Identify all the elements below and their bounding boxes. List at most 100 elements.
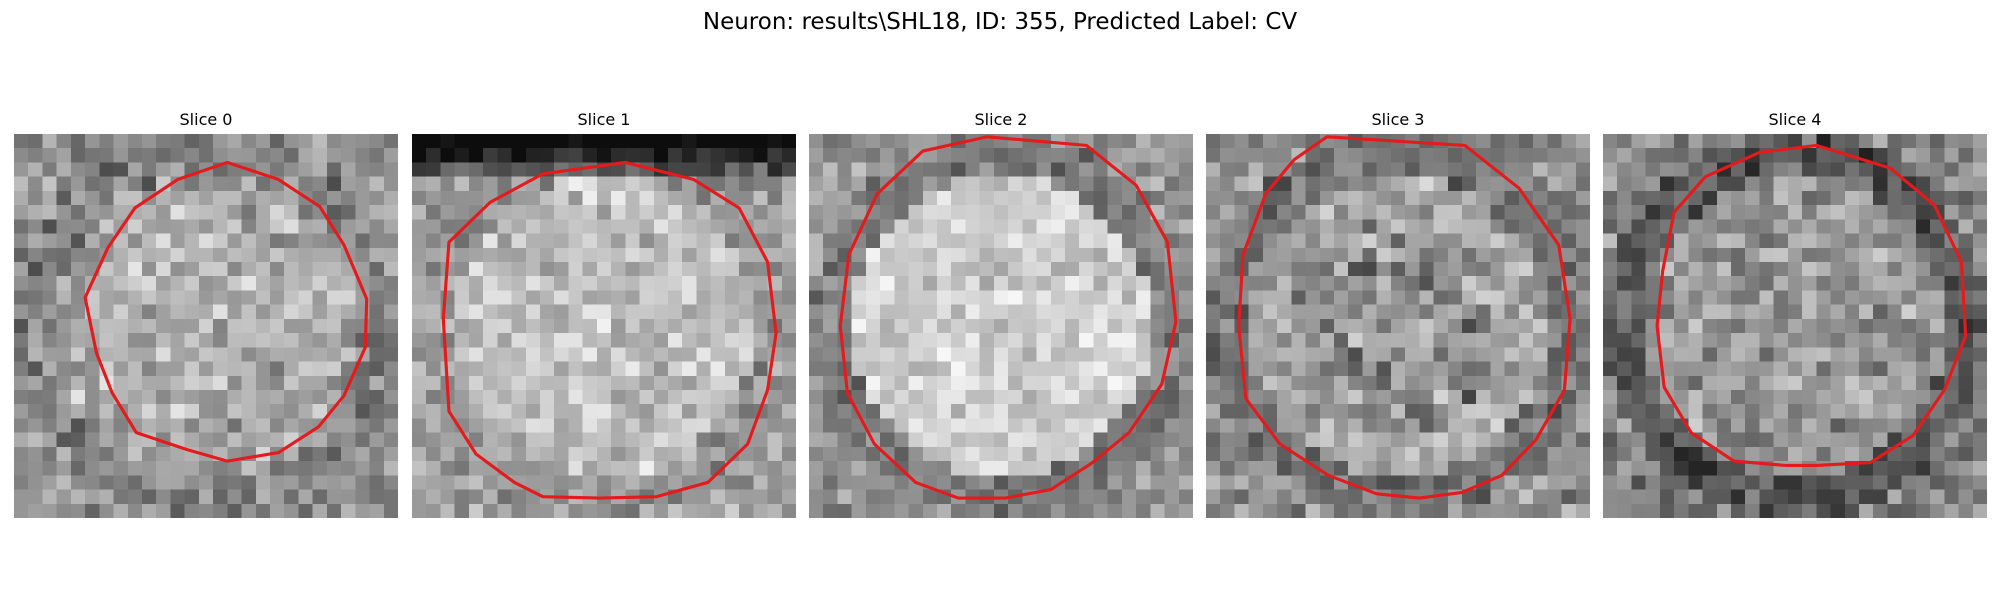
pixel (951, 375, 966, 391)
pixel (611, 333, 626, 348)
pixel (355, 219, 370, 234)
pixel (1376, 347, 1392, 362)
pixel (284, 446, 299, 462)
pixel (1873, 219, 1888, 234)
pixel (1262, 148, 1278, 163)
pixel (284, 190, 299, 206)
pixel (1617, 262, 1632, 277)
pixel (56, 361, 72, 377)
pixel (1915, 304, 1931, 320)
pixel (1504, 390, 1520, 405)
pixel (1688, 233, 1703, 249)
pixel (70, 205, 86, 220)
pixel (170, 262, 185, 277)
pixel (1476, 418, 1491, 433)
pixel (809, 489, 824, 505)
pixel (809, 134, 824, 149)
pixel (1022, 276, 1037, 291)
pixel (1319, 489, 1335, 505)
pixel (298, 503, 313, 518)
pixel (1234, 461, 1249, 476)
pixel (1901, 162, 1917, 177)
pixel (412, 475, 427, 490)
pixel (1873, 418, 1888, 433)
pixel (1745, 176, 1760, 192)
pixel (1716, 347, 1732, 362)
pixel (1787, 446, 1803, 462)
pixel (426, 489, 441, 505)
pixel (1859, 347, 1874, 362)
pixel (1561, 176, 1577, 192)
pixel (1533, 134, 1548, 149)
pixel (1490, 290, 1505, 305)
pixel (56, 461, 72, 476)
pixel (1362, 446, 1377, 462)
pixel (1206, 190, 1221, 206)
pixel (1547, 304, 1562, 320)
pixel (554, 418, 569, 433)
pixel (355, 461, 370, 476)
pixel (198, 432, 214, 448)
pixel (639, 134, 655, 149)
pixel (1319, 375, 1335, 391)
pixel (1802, 262, 1817, 277)
pixel (922, 503, 938, 518)
pixel (483, 404, 498, 419)
pixel (767, 432, 783, 448)
pixel (270, 162, 285, 177)
pixel (611, 375, 626, 391)
pixel (312, 262, 328, 277)
pixel (56, 432, 72, 448)
pixel (1645, 262, 1661, 277)
pixel (1787, 134, 1803, 149)
pixel (1164, 390, 1180, 405)
pixel (1830, 262, 1846, 277)
pixel (85, 162, 100, 177)
pixel (1958, 418, 1974, 433)
pixel (1277, 262, 1292, 277)
pixel (809, 148, 824, 163)
pixel (142, 361, 157, 377)
pixel (326, 162, 342, 177)
pixel (1405, 375, 1420, 391)
pixel (611, 190, 626, 206)
pixel (781, 276, 796, 291)
pixel (1093, 247, 1108, 263)
pixel (1220, 361, 1235, 377)
pixel (1008, 361, 1023, 377)
pixel (1376, 432, 1392, 448)
pixel (1178, 404, 1193, 419)
pixel (639, 503, 655, 518)
pixel (1107, 503, 1123, 518)
pixel (625, 276, 640, 291)
pixel (1262, 446, 1278, 462)
pixel (184, 233, 200, 249)
pixel (753, 361, 768, 377)
pixel (70, 247, 86, 263)
pixel (70, 375, 86, 391)
pixel (227, 461, 242, 476)
pixel (1476, 205, 1491, 220)
pixel (908, 162, 924, 177)
pixel (56, 148, 72, 163)
pixel (255, 219, 271, 234)
pixel (1745, 190, 1760, 206)
pixel (937, 390, 952, 405)
pixel (1121, 162, 1137, 177)
pixel (525, 219, 541, 234)
pixel (1093, 347, 1108, 362)
pixel (1262, 333, 1278, 348)
pixel (1022, 347, 1037, 362)
pixel (1645, 233, 1661, 249)
pixel (1220, 134, 1235, 149)
pixel (1022, 475, 1037, 490)
pixel (1334, 304, 1349, 320)
pixel (682, 503, 697, 518)
pixel (1150, 148, 1165, 163)
pixel (1178, 432, 1193, 448)
pixel (142, 503, 157, 518)
pixel (639, 205, 655, 220)
pixel (1787, 461, 1803, 476)
pixel (1787, 318, 1803, 334)
pixel (511, 418, 527, 433)
